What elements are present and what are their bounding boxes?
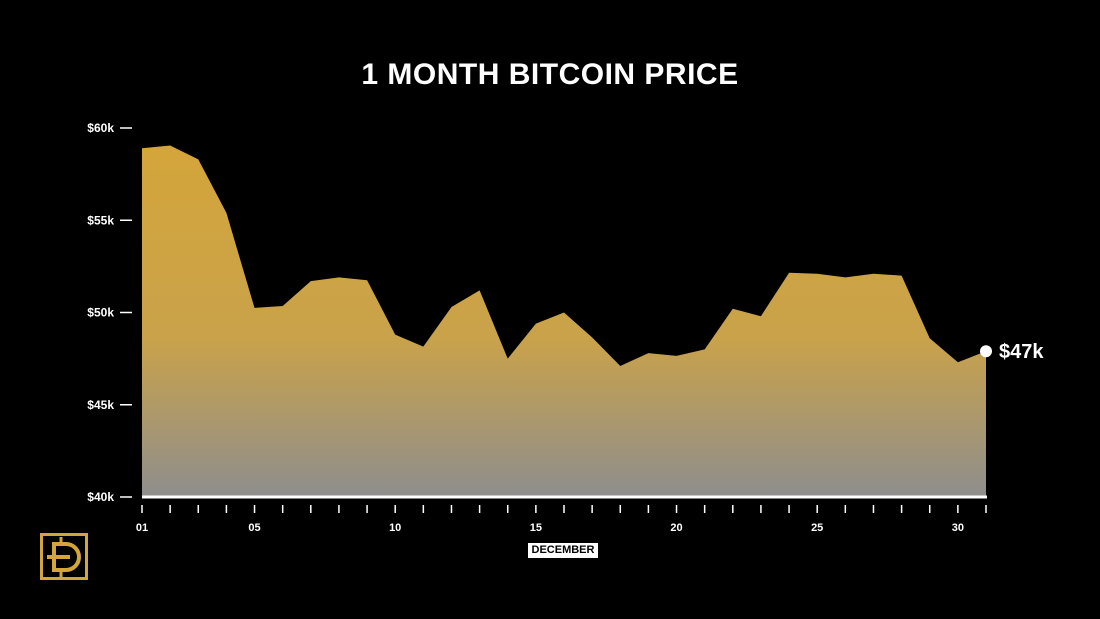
- price-area-series: [142, 145, 986, 497]
- y-tick-label: $45k: [87, 398, 114, 412]
- x-tick-label: 05: [248, 522, 260, 534]
- y-tick-label: $50k: [87, 306, 114, 320]
- x-axis-month-label: DECEMBER: [528, 543, 598, 558]
- d-coin-logo-icon: [40, 533, 88, 580]
- x-tick-label: 15: [530, 522, 542, 534]
- y-tick-label: $60k: [87, 121, 114, 135]
- y-tick-label: $40k: [87, 490, 114, 504]
- x-tick-label: 25: [811, 522, 823, 534]
- y-tick-label: $55k: [87, 213, 114, 227]
- x-tick-label: 10: [389, 522, 401, 534]
- x-tick-label: 20: [670, 522, 682, 534]
- last-price-label: $47k: [999, 341, 1044, 363]
- x-tick-label: 01: [136, 522, 148, 534]
- last-price-point: [980, 345, 992, 358]
- chart-title: 1 MONTH BITCOIN PRICE: [361, 58, 739, 91]
- x-tick-label: 30: [952, 522, 964, 534]
